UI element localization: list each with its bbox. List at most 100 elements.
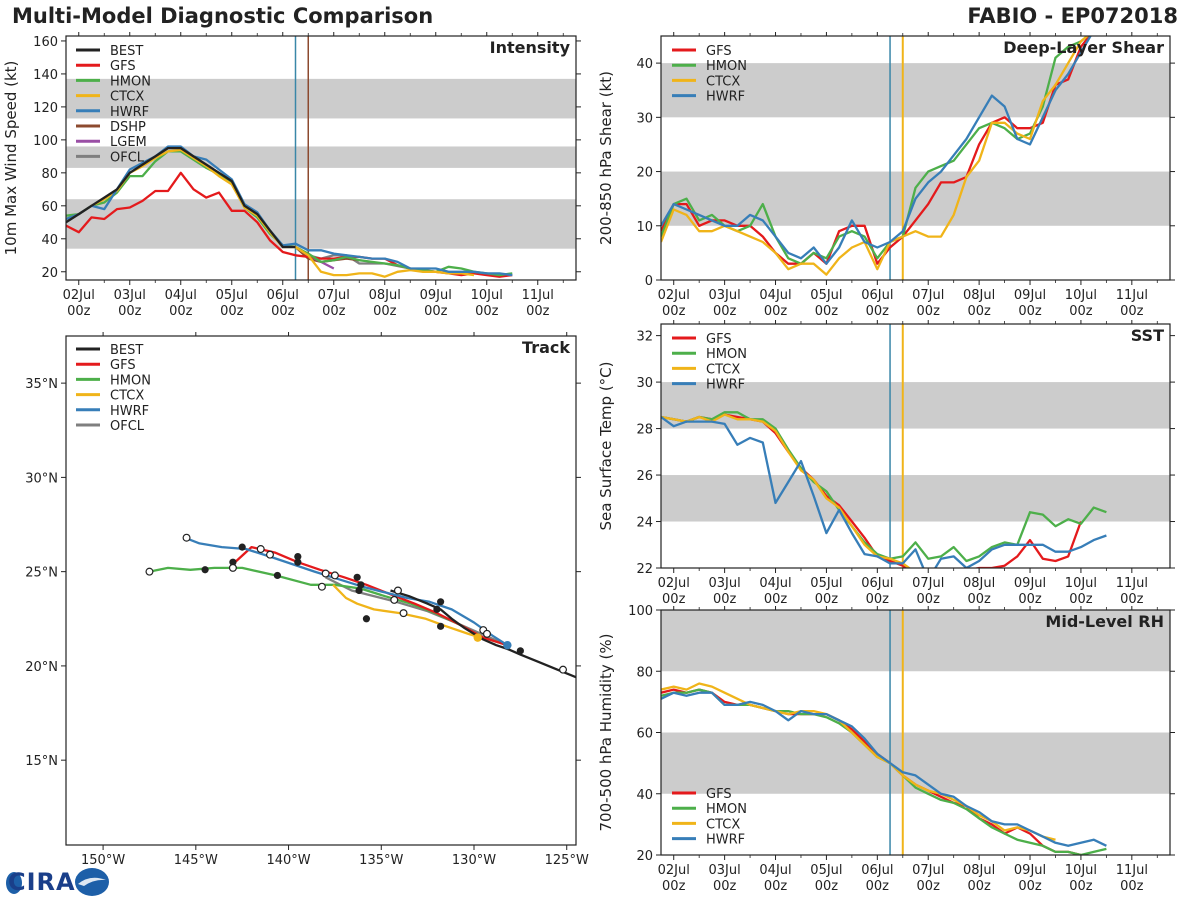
series-hwrf	[661, 36, 1092, 265]
panel-shear: 02Jul00z03Jul00z04Jul00z05Jul00z06Jul00z…	[597, 32, 1175, 319]
x-tick-label: 07Jul	[912, 576, 944, 591]
track-marker-filled	[229, 558, 237, 566]
series-hwrf	[66, 145, 513, 277]
track-marker-filled	[516, 647, 524, 655]
x-tick-label-sub: 00z	[815, 304, 839, 319]
y-tick-label: 20	[41, 266, 58, 281]
x-tick-label-sub: 00z	[1120, 304, 1144, 319]
x-tick-label: 03Jul	[114, 288, 146, 303]
y-tick-label: 120	[33, 101, 58, 116]
x-tick-label-sub: 00z	[1018, 879, 1042, 894]
x-tick-label: 08Jul	[369, 288, 401, 303]
x-tick-label: 05Jul	[216, 288, 248, 303]
x-tick-label-sub: 00z	[475, 304, 499, 319]
y-axis-label: 200-850 hPa Shear (kt)	[597, 71, 615, 245]
legend-label-ctcx: CTCX	[110, 90, 144, 105]
track-marker-ctcx	[473, 633, 482, 642]
x-tick-label: 11Jul	[1116, 863, 1148, 878]
series-group	[149, 536, 576, 679]
track-marker-open	[330, 571, 339, 580]
band-0	[661, 475, 1170, 522]
track-marker-open	[559, 665, 568, 674]
cira-logo	[6, 868, 109, 896]
legend-label-hmon: HMON	[706, 59, 747, 74]
legend-label-ofcl: OFCL	[110, 419, 145, 434]
series-ctcx	[661, 413, 912, 568]
band-1	[661, 610, 1170, 672]
y-tick-label: 22	[636, 562, 653, 577]
series-group	[66, 145, 513, 278]
legend-label-gfs: GFS	[110, 59, 136, 74]
track-marker-filled	[238, 543, 246, 551]
legend-label-gfs: GFS	[706, 787, 732, 802]
plot-frame	[660, 35, 1171, 281]
panel-title: Mid-Level RH	[1045, 612, 1164, 631]
x-tick-label-sub: 00z	[764, 879, 788, 894]
x-tick-label-sub: 00z	[118, 304, 142, 319]
panel-title: Deep-Layer Shear	[1003, 38, 1164, 57]
legend-label-hwrf: HWRF	[110, 404, 149, 419]
x-tick-label-sub: 00z	[917, 879, 941, 894]
panel-title: Intensity	[490, 38, 571, 57]
track-marker-open	[145, 567, 154, 576]
x-tick-label-sub: 00z	[1069, 592, 1093, 607]
x-tick-label: 07Jul	[912, 288, 944, 303]
x-tick-label-sub: 00z	[713, 304, 737, 319]
x-tick-label: 09Jul	[1014, 576, 1046, 591]
x-tick-label: 02Jul	[63, 288, 95, 303]
x-tick-label-sub: 00z	[1018, 304, 1042, 319]
track-marker-filled	[437, 622, 445, 630]
band-2	[66, 78, 576, 119]
track-marker-filled	[355, 586, 363, 595]
legend-label-lgem: LGEM	[110, 135, 147, 150]
x-tick-label-sub: 00z	[967, 304, 991, 319]
legend-label-gfs: GFS	[706, 332, 732, 347]
x-tick-label: 04Jul	[759, 863, 791, 878]
y-tick-label: 26	[636, 469, 653, 484]
x-tick-label: 05Jul	[810, 576, 842, 591]
y-tick-label: 30	[636, 111, 653, 126]
band-1	[66, 146, 576, 168]
legend-label-hmon: HMON	[110, 74, 151, 89]
series-best	[390, 589, 576, 679]
y-tick-label: 60	[41, 200, 58, 215]
x-tick-label: 03Jul	[709, 863, 741, 878]
x-tick-label: 140°W	[266, 853, 310, 868]
y-tick-label: 80	[636, 665, 653, 680]
x-tick-label-sub: 00z	[815, 879, 839, 894]
x-tick-label-sub: 00z	[917, 592, 941, 607]
cira-logo-text: CIRA	[8, 868, 76, 896]
track-marker-open	[182, 533, 191, 542]
y-tick-label: 40	[636, 57, 653, 72]
track-marker-filled	[273, 571, 282, 580]
series-ofcl	[325, 576, 508, 647]
track-marker-open	[228, 563, 237, 572]
band-0	[66, 199, 576, 249]
x-tick-label: 08Jul	[963, 863, 995, 878]
x-tick-label: 02Jul	[658, 863, 690, 878]
x-tick-label: 06Jul	[267, 288, 299, 303]
plot-frame	[65, 335, 577, 846]
x-tick-label-sub: 00z	[1120, 592, 1144, 607]
legend-label-gfs: GFS	[110, 358, 136, 373]
y-tick-label: 140	[33, 68, 58, 83]
x-tick-label-sub: 00z	[373, 304, 397, 319]
x-tick-label: 08Jul	[963, 288, 995, 303]
series-hwrf	[184, 536, 509, 647]
y-tick-label: 15°N	[25, 754, 58, 769]
series-hwrf	[661, 416, 1107, 568]
legend-label-ctcx: CTCX	[110, 389, 144, 404]
x-tick-label-sub: 00z	[662, 592, 686, 607]
x-tick-label-sub: 00z	[764, 592, 788, 607]
panel-track: 150°W 145°W 140°W 135°W 130°W 125°W 15°N 20°N 25…	[25, 332, 589, 868]
track-marker-filled	[357, 581, 365, 589]
x-tick-label: 04Jul	[759, 576, 791, 591]
y-tick-label: 20	[636, 849, 653, 864]
x-tick-label: 06Jul	[861, 576, 893, 591]
x-tick-label: 10Jul	[471, 288, 503, 303]
plot-frame	[65, 35, 577, 281]
track-marker-open	[399, 609, 408, 618]
x-tick-label-sub: 00z	[1069, 304, 1093, 319]
legend-label-hwrf: HWRF	[706, 378, 745, 393]
x-tick-label: 125°W	[545, 853, 589, 868]
